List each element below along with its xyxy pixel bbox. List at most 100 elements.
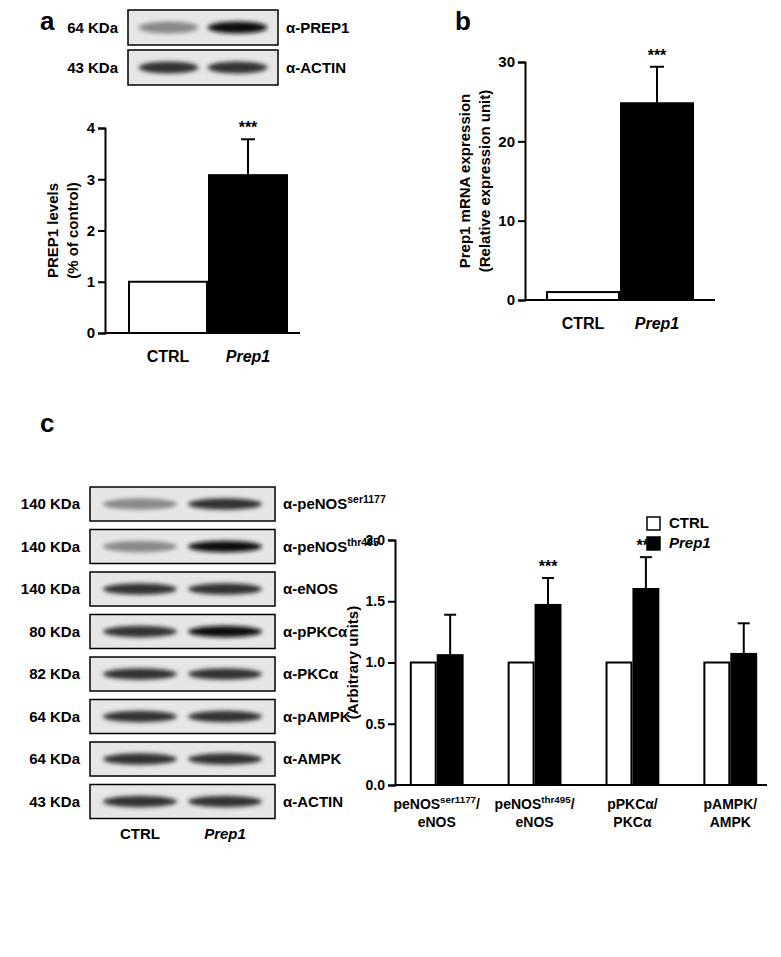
legend-item: Prep1 bbox=[647, 534, 711, 551]
tick-mark bbox=[518, 220, 525, 222]
blot-frame bbox=[90, 700, 275, 734]
panel-a: a64 KDaα-PREP143 KDaα-ACTIN***01234CTRLP… bbox=[40, 6, 349, 365]
error-line bbox=[247, 139, 249, 175]
tick-mark bbox=[388, 601, 395, 603]
plot-area bbox=[547, 67, 693, 300]
tick-label: peNOSser1177/eNOS bbox=[393, 794, 480, 829]
blot-band bbox=[188, 668, 262, 680]
axis-line bbox=[98, 129, 106, 334]
blot-size: 140 KDa bbox=[21, 538, 81, 555]
plot-area bbox=[129, 139, 287, 333]
blot-size: 64 KDa bbox=[67, 19, 119, 36]
tick: CTRL bbox=[562, 315, 605, 332]
error-bar bbox=[738, 623, 750, 654]
error-bar bbox=[444, 615, 456, 655]
tick: 1.0 bbox=[366, 654, 395, 670]
tick: 0.5 bbox=[366, 716, 395, 732]
error-cap bbox=[650, 66, 664, 68]
blot-antibody: α-pAMPK bbox=[283, 708, 351, 725]
blot-antibody: α-eNOS bbox=[283, 580, 338, 597]
tick: Prep1 bbox=[226, 348, 271, 365]
blot-frame bbox=[90, 487, 275, 521]
tick: 2.0 bbox=[366, 532, 395, 548]
error-bar bbox=[650, 67, 664, 103]
blot-row: 140 KDaα-eNOS bbox=[21, 572, 338, 606]
blot-band bbox=[188, 498, 262, 510]
error-cap bbox=[444, 614, 456, 616]
blot-frame bbox=[90, 742, 275, 776]
tick-label: 2.0 bbox=[366, 532, 386, 548]
blot-size: 64 KDa bbox=[29, 708, 81, 725]
panel-label: b bbox=[455, 6, 471, 36]
bar bbox=[438, 655, 463, 785]
blot-row: 64 KDa α-PREP1 bbox=[67, 10, 349, 45]
tick-mark bbox=[518, 141, 525, 143]
axis-line bbox=[388, 541, 396, 786]
blot-band bbox=[188, 583, 262, 595]
error-line bbox=[743, 623, 745, 654]
lane-label: Prep1 bbox=[204, 825, 246, 842]
tick-mark bbox=[388, 785, 395, 787]
tick-label: 1.5 bbox=[366, 593, 386, 609]
blot-frame bbox=[90, 615, 275, 649]
legend-swatch bbox=[647, 537, 660, 550]
error-bar bbox=[241, 139, 255, 175]
tick: 30 bbox=[498, 53, 525, 70]
tick: 10 bbox=[498, 212, 525, 229]
blot-band bbox=[103, 796, 177, 808]
y-axis-title: PREP1 levels bbox=[44, 183, 61, 278]
error-bar bbox=[640, 557, 652, 589]
tick-label: Prep1 bbox=[635, 315, 680, 332]
bar bbox=[731, 654, 756, 785]
blot-band bbox=[103, 711, 177, 723]
error-cap bbox=[241, 138, 255, 140]
blot-antibody: α-PREP1 bbox=[286, 19, 349, 36]
blot-band bbox=[103, 668, 177, 680]
x-axis bbox=[395, 785, 767, 786]
blot-row: 82 KDaα-PKCα bbox=[29, 657, 339, 691]
error-cap bbox=[640, 556, 652, 558]
panel-label: c bbox=[40, 408, 54, 438]
blot-band bbox=[188, 796, 262, 808]
tick-mark bbox=[98, 179, 105, 181]
tick-mark bbox=[388, 723, 395, 725]
blot-band bbox=[103, 541, 177, 553]
tick-label: 0 bbox=[507, 291, 515, 308]
x-axis: CTRLPrep1 bbox=[105, 333, 300, 365]
blot-row: 140 KDa α-peNOSthr495 bbox=[21, 530, 379, 564]
lane-label: CTRL bbox=[120, 825, 160, 842]
tick-label: 10 bbox=[498, 212, 515, 229]
legend-swatch bbox=[647, 517, 660, 530]
tick: 20 bbox=[498, 133, 525, 150]
error-line bbox=[547, 578, 549, 605]
blot-antibody: α-pPKCα bbox=[283, 623, 348, 640]
blot-band bbox=[103, 498, 177, 510]
blot-band bbox=[188, 711, 262, 723]
blot-frame bbox=[90, 572, 275, 606]
axis-line bbox=[395, 784, 767, 786]
tick-label: Prep1 bbox=[226, 348, 271, 365]
error-line bbox=[645, 557, 647, 589]
blot-band bbox=[103, 583, 177, 595]
axis-line bbox=[518, 63, 526, 301]
tick-label: 4 bbox=[87, 119, 96, 136]
blot-row: 140 KDaα-peNOSser1177 bbox=[21, 487, 386, 521]
significance: *** bbox=[239, 119, 258, 136]
blot-frame bbox=[128, 50, 278, 85]
tick-mark bbox=[518, 300, 525, 302]
figure: a64 KDaα-PREP143 KDaα-ACTIN***01234CTRLP… bbox=[0, 0, 781, 957]
blot-size: 43 KDa bbox=[29, 793, 81, 810]
blot-antibody: α-peNOSthr495 bbox=[283, 536, 379, 555]
error-line bbox=[656, 67, 658, 103]
blot-row: 43 KDaα-ACTIN bbox=[29, 785, 343, 819]
blot-size: 80 KDa bbox=[29, 623, 81, 640]
panel-b: b***0102030CTRLPrep1Prep1 mRNA expressio… bbox=[455, 6, 715, 332]
tick-mark bbox=[98, 333, 105, 335]
tick: 4 bbox=[87, 119, 105, 136]
blot-band bbox=[139, 22, 199, 34]
blot-size: 43 KDa bbox=[67, 59, 119, 76]
blot-band bbox=[188, 753, 262, 765]
y-axis: 0.00.51.01.52.0 bbox=[366, 532, 396, 793]
tick-label: 20 bbox=[498, 133, 515, 150]
blot-frame bbox=[90, 657, 275, 691]
